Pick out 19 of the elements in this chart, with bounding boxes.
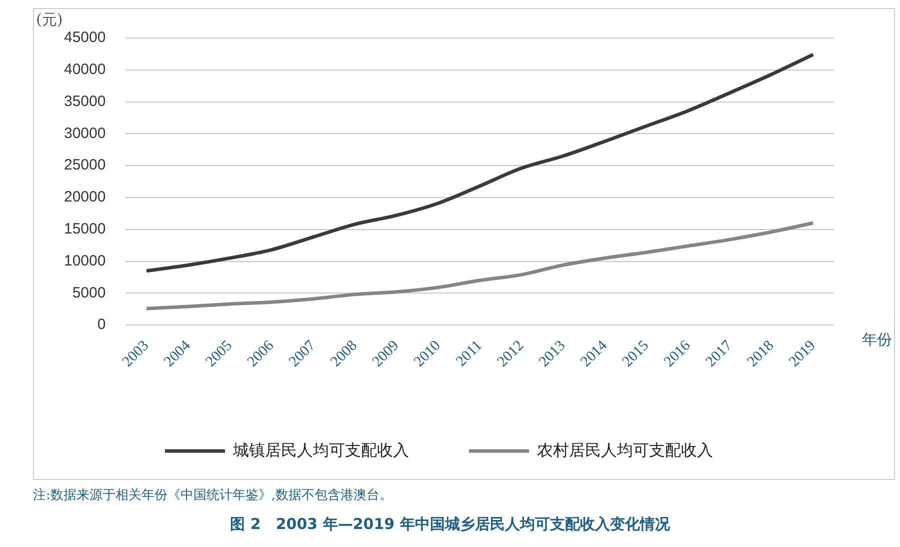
y-tick-label: 20000 xyxy=(64,188,106,206)
legend-label: 农村居民人均可支配收入 xyxy=(537,441,713,460)
y-tick-label: 15000 xyxy=(64,220,106,238)
line-series xyxy=(144,52,815,273)
y-tick-label: 25000 xyxy=(64,156,106,174)
legend-label: 城镇居民人均可支配收入 xyxy=(232,441,409,460)
text: 注:数据来源于相关年份《中国统计年鉴》,数据不包含港澳台。 xyxy=(33,487,393,504)
y-tick-label: 45000 xyxy=(64,29,106,46)
line-series xyxy=(144,221,815,310)
y-tick-label: 0 xyxy=(97,316,106,334)
y-tick-label: 10000 xyxy=(64,252,106,270)
y-tick-label: 30000 xyxy=(64,124,106,142)
y-tick-label: 35000 xyxy=(64,92,106,110)
y-tick-label: 5000 xyxy=(72,284,106,302)
x-axis-title: 年份 xyxy=(862,330,892,348)
text: 图 2 2003 年—2019 年中国城乡居民人均可支配收入变化情况 xyxy=(229,515,671,534)
x-tick-label: 2011 xyxy=(453,338,486,370)
y-axis-title: (元) xyxy=(36,10,63,28)
y-tick-label: 40000 xyxy=(64,61,106,78)
